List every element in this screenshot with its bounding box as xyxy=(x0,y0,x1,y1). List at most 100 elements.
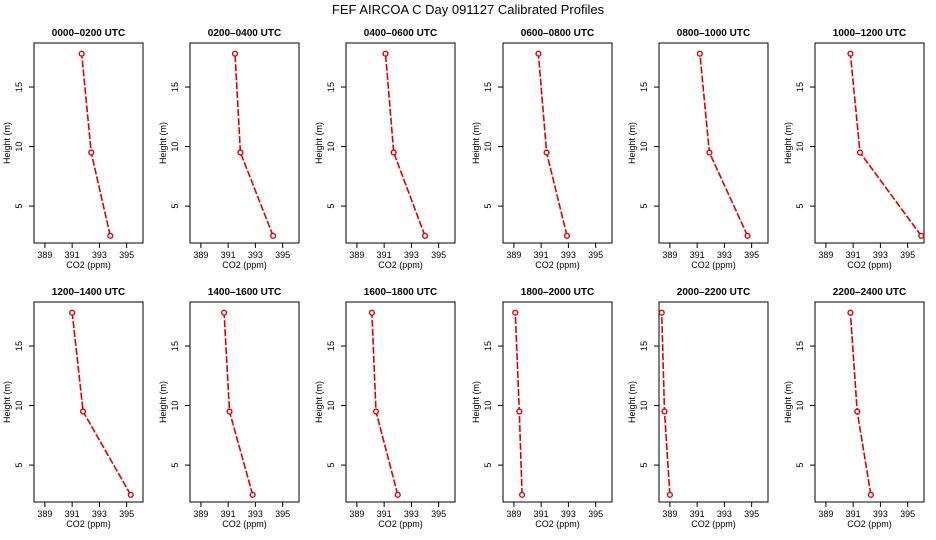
chart-10-xtick-label-393: 393 xyxy=(561,509,576,519)
chart-1-point-2 xyxy=(88,149,95,156)
chart-8-frame xyxy=(189,301,300,503)
chart-8-ytick-label-15: 15 xyxy=(170,341,180,351)
chart-3-xtick-label-395: 395 xyxy=(431,250,446,260)
chart-4-ylabel: Height (m) xyxy=(471,122,481,164)
chart-3-ylabel: Height (m) xyxy=(314,122,324,164)
chart-2-xtick-label-391: 391 xyxy=(221,250,236,260)
chart-8-xtick-label-389: 389 xyxy=(193,509,208,519)
chart-1-ytick-label-5: 5 xyxy=(14,204,24,209)
chart-2-xtick-label-393: 393 xyxy=(248,250,263,260)
chart-3-ytick-label-15: 15 xyxy=(326,82,336,92)
chart-6-point-1 xyxy=(918,232,925,239)
panels: 0000–0200 UTC 389 391 393 395 5 10 15 CO2 (ppm) H… xyxy=(2,28,925,529)
chart-11: 2000–2200 UTC 389 391 393 395 5 10 15 CO2 (ppm) H… xyxy=(627,287,769,529)
chart-5-point-2 xyxy=(706,149,713,156)
chart-1-xtick-label-393: 393 xyxy=(92,250,107,260)
chart-9-ytick-label-15: 15 xyxy=(326,341,336,351)
chart-12-xlabel: CO2 (ppm) xyxy=(847,519,892,529)
chart-2-ylabel: Height (m) xyxy=(158,122,168,164)
chart-11-ytick-label-10: 10 xyxy=(639,401,649,411)
chart-9-ytick-label-10: 10 xyxy=(326,401,336,411)
chart-5-series-1-line xyxy=(699,53,749,237)
chart-12-series-1-line xyxy=(849,312,872,496)
chart-7-xtick-label-395: 395 xyxy=(119,509,134,519)
chart-10-xtick-label-389: 389 xyxy=(506,509,521,519)
chart-4-point-1 xyxy=(563,232,571,239)
chart-12-frame xyxy=(814,301,925,503)
chart-2-ytick-label-15: 15 xyxy=(170,82,180,92)
chart-8-point-3 xyxy=(220,309,228,316)
chart-11-frame xyxy=(658,301,769,503)
chart-7-ytick-label-5: 5 xyxy=(14,463,24,468)
chart-4-xtick-label-391: 391 xyxy=(534,250,549,260)
chart-4-ytick-label-10: 10 xyxy=(483,142,493,152)
chart-6-series-1-line xyxy=(849,53,922,237)
chart-8-ytick-label-5: 5 xyxy=(170,463,180,468)
chart-7-frame xyxy=(33,301,144,503)
chart-5-xtick-label-391: 391 xyxy=(690,250,705,260)
chart-11-point-3 xyxy=(658,309,665,316)
chart-2-point-2 xyxy=(237,149,244,156)
chart-7-ytick-label-10: 10 xyxy=(14,401,24,411)
chart-12-point-1 xyxy=(867,491,874,498)
chart-6-ytick-label-15: 15 xyxy=(795,82,805,92)
chart-12-xtick-label-395: 395 xyxy=(900,509,915,519)
chart-12-point-3 xyxy=(847,309,854,316)
chart-8-xtick-label-391: 391 xyxy=(221,509,236,519)
chart-8-point-2 xyxy=(226,408,233,415)
chart-3-xtick-label-389: 389 xyxy=(349,250,364,260)
chart-11-ytick-label-5: 5 xyxy=(639,463,649,468)
chart-9-ylabel: Height (m) xyxy=(314,381,324,423)
chart-11-point-1 xyxy=(666,491,674,498)
chart-9-point-1 xyxy=(394,491,401,498)
chart-1: 0000–0200 UTC 389 391 393 395 5 10 15 CO2 (ppm) H… xyxy=(2,28,144,270)
chart-6-point-3 xyxy=(847,50,854,57)
chart-4-xtick-label-389: 389 xyxy=(506,250,521,260)
chart-10: 1800–2000 UTC 389 391 393 395 5 10 15 CO2 (ppm) H… xyxy=(471,287,613,529)
chart-9-xtick-label-389: 389 xyxy=(349,509,364,519)
chart-2-ytick-label-10: 10 xyxy=(170,142,180,152)
chart-12-xtick-label-393: 393 xyxy=(873,509,888,519)
chart-12-ylabel: Height (m) xyxy=(783,381,793,423)
chart-11-point-2 xyxy=(661,408,668,415)
chart-4: 0600–0800 UTC 389 391 393 395 5 10 15 CO2 (ppm) H… xyxy=(471,28,613,270)
chart-7-point-3 xyxy=(69,309,76,316)
chart-7-ytick-label-15: 15 xyxy=(14,341,24,351)
chart-2-xtick-label-395: 395 xyxy=(275,250,290,260)
chart-12-ytick-label-15: 15 xyxy=(795,341,805,351)
chart-12-point-2 xyxy=(854,408,861,415)
chart-2: 0200–0400 UTC 389 391 393 395 5 10 15 CO2 (ppm) H… xyxy=(158,28,300,270)
chart-11-ytick-label-15: 15 xyxy=(639,341,649,351)
chart-3-ytick-label-5: 5 xyxy=(326,204,336,209)
chart-6-ylabel: Height (m) xyxy=(783,122,793,164)
chart-3-xtick-label-391: 391 xyxy=(377,250,392,260)
chart-10-ytick-label-5: 5 xyxy=(483,463,493,468)
chart-2-title: 0200–0400 UTC xyxy=(208,28,281,39)
chart-11-series-1-line xyxy=(660,312,671,495)
chart-1-title: 0000–0200 UTC xyxy=(52,28,125,39)
chart-10-series-1-line xyxy=(514,312,523,495)
chart-7-title: 1200–1400 UTC xyxy=(52,287,125,298)
chart-1-xtick-label-389: 389 xyxy=(37,250,52,260)
chart-9-point-3 xyxy=(368,309,375,316)
chart-9-frame xyxy=(345,301,456,503)
chart-3-title: 0400–0600 UTC xyxy=(364,28,437,39)
chart-10-xtick-label-391: 391 xyxy=(534,509,549,519)
chart-9-title: 1600–1800 UTC xyxy=(364,287,437,298)
chart-2-point-1 xyxy=(270,232,277,239)
chart-8-ytick-label-10: 10 xyxy=(170,401,180,411)
chart-11-title: 2000–2200 UTC xyxy=(677,287,750,298)
chart-5: 0800–1000 UTC 389 391 393 395 5 10 15 CO2 (ppm) H… xyxy=(627,28,769,270)
chart-8-ylabel: Height (m) xyxy=(158,381,168,423)
chart-11-xlabel: CO2 (ppm) xyxy=(691,519,736,529)
chart-8-xtick-label-393: 393 xyxy=(248,509,263,519)
chart-2-frame xyxy=(189,42,300,244)
chart-12-ytick-label-5: 5 xyxy=(795,463,805,468)
chart-3: 0400–0600 UTC 389 391 393 395 5 10 15 CO2 (ppm) H… xyxy=(314,28,456,270)
chart-6-frame xyxy=(814,42,925,244)
chart-9-xtick-label-393: 393 xyxy=(404,509,419,519)
chart-12-ytick-label-10: 10 xyxy=(795,401,805,411)
chart-1-point-1 xyxy=(107,232,114,239)
chart-7-xtick-label-391: 391 xyxy=(65,509,80,519)
